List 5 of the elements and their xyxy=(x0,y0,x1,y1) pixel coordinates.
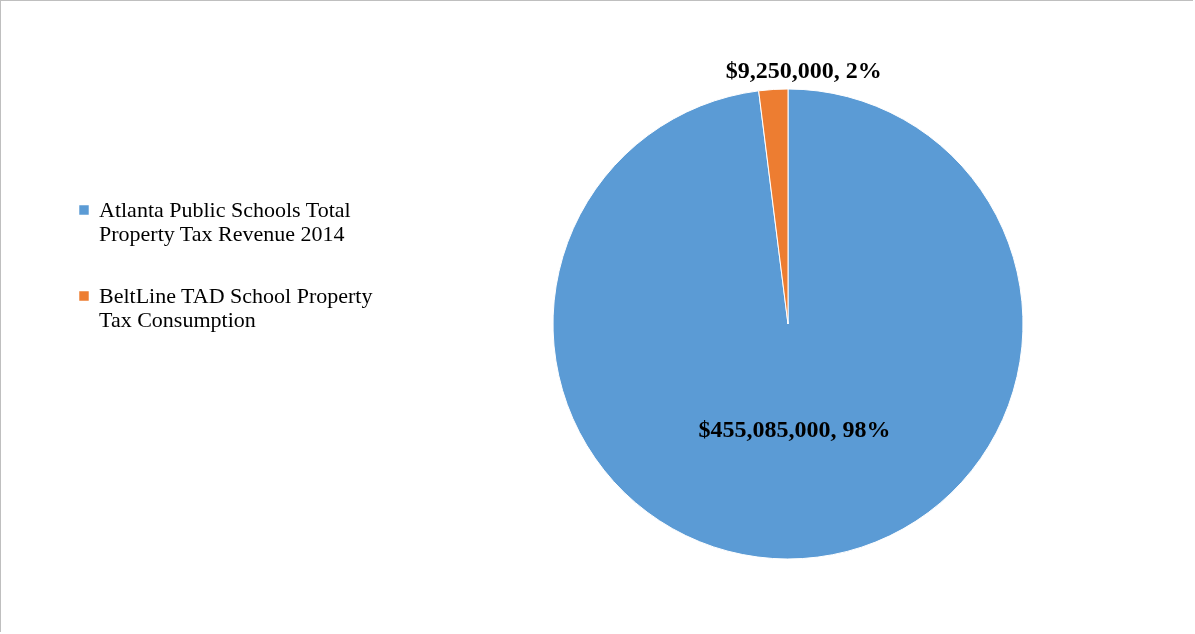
pie-slice xyxy=(552,88,1024,560)
data-label: $455,085,000, 98% xyxy=(698,415,891,442)
legend-label: Atlanta Public Schools Total Property Tax Revenue 2014 xyxy=(99,197,351,246)
data-label: $9,250,000, 2% xyxy=(725,57,882,84)
legend-label: BeltLine TAD School Property Tax Consumption xyxy=(99,283,373,332)
